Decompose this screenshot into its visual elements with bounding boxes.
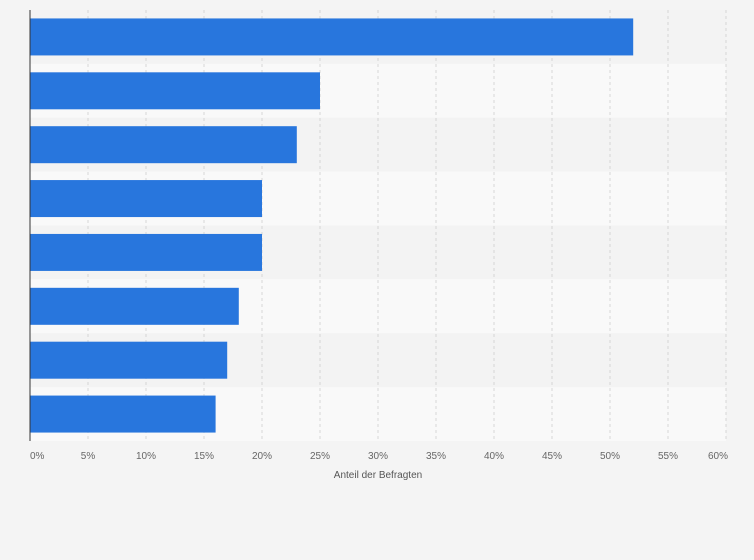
bar[interactable] (30, 395, 216, 433)
x-tick-label: 30% (368, 451, 388, 462)
bar[interactable] (30, 18, 634, 56)
x-tick-label: 10% (136, 451, 156, 462)
x-tick-label: 40% (484, 451, 504, 462)
bar[interactable] (30, 180, 262, 218)
x-tick-label: 0% (30, 451, 45, 462)
bars (30, 18, 634, 433)
x-tick-label: 60% (708, 451, 728, 462)
bar[interactable] (30, 233, 262, 271)
x-tick-label: 5% (81, 451, 96, 462)
bar[interactable] (30, 341, 228, 379)
x-tick-label: 45% (542, 451, 562, 462)
bar[interactable] (30, 287, 239, 325)
x-tick-label: 15% (194, 451, 214, 462)
x-axis-title: Anteil der Befragten (334, 470, 422, 481)
x-tick-label: 35% (426, 451, 446, 462)
x-tick-label: 50% (600, 451, 620, 462)
x-tick-labels: 0% 5% 10% 15% 20% 25% 30% 35% 40% 45% 50% 55% 60% (30, 451, 728, 462)
bar[interactable] (30, 126, 297, 164)
x-tick-label: 55% (658, 451, 678, 462)
x-tick-label: 25% (310, 451, 330, 462)
x-tick-label: 20% (252, 451, 272, 462)
bar[interactable] (30, 72, 320, 110)
